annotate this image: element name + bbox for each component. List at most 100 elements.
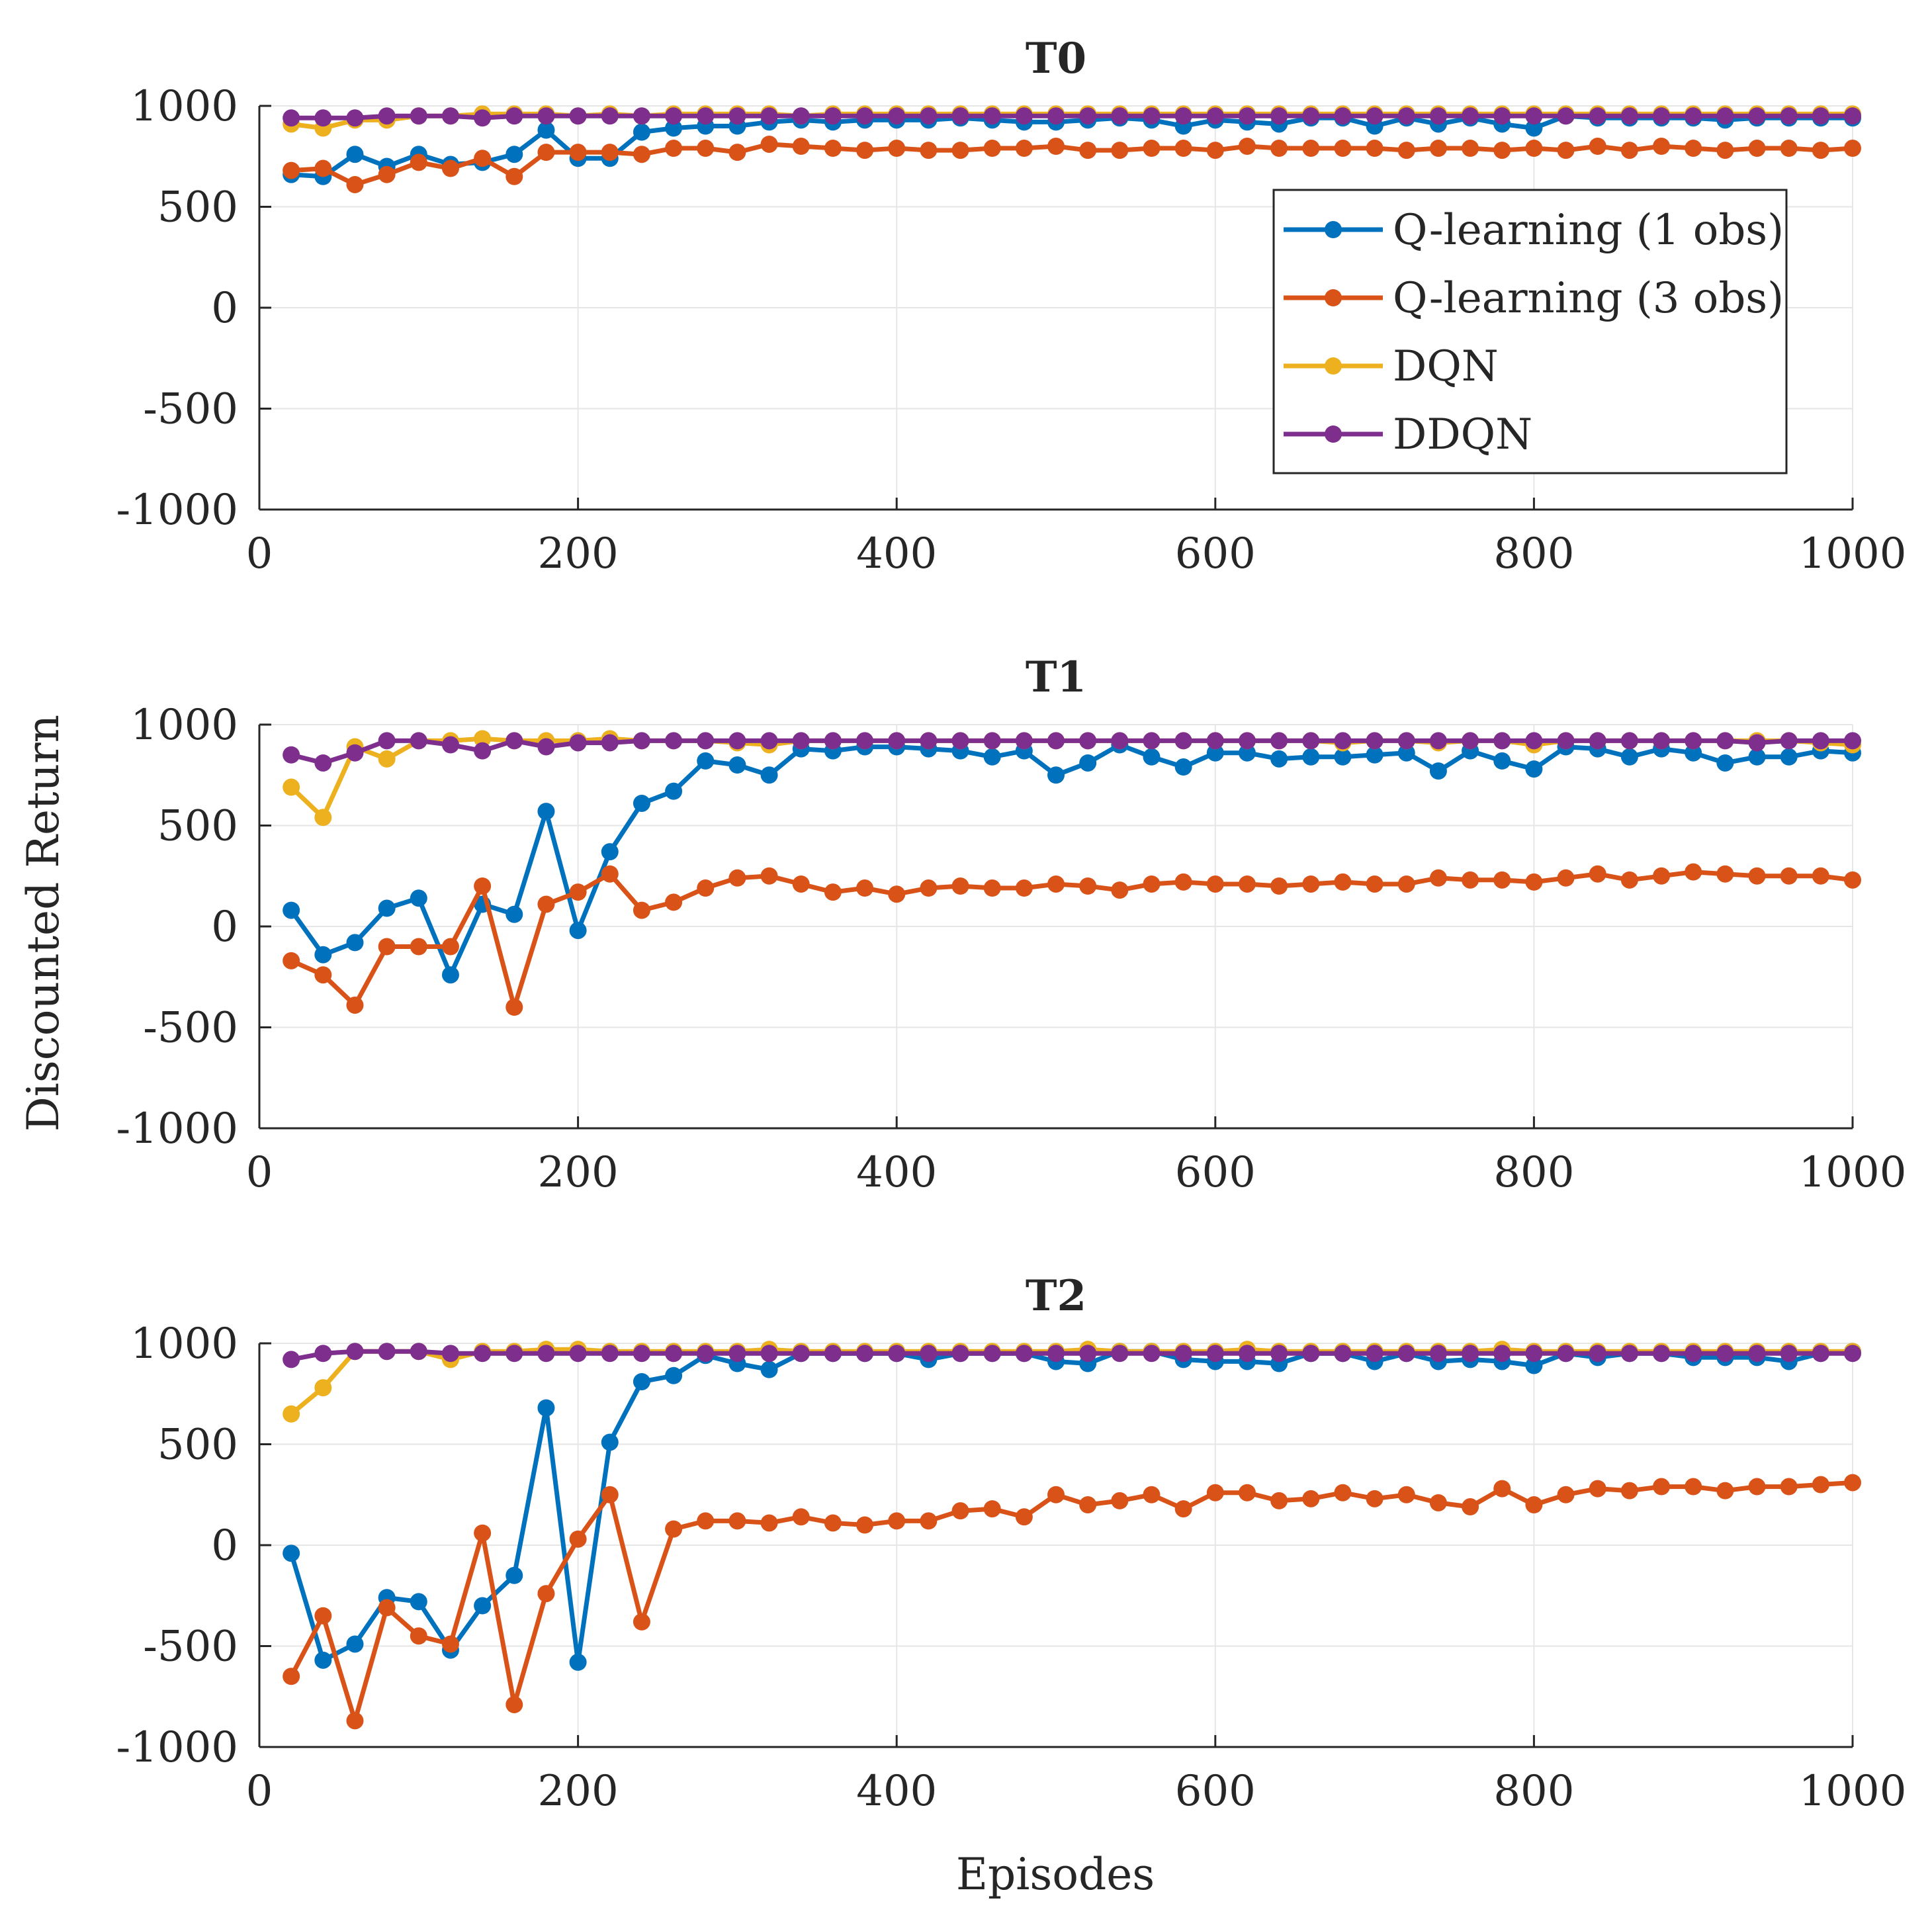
data-point — [441, 966, 459, 984]
data-point — [601, 1345, 619, 1363]
x-tick-label: 800 — [1493, 1148, 1574, 1197]
data-point — [1844, 1345, 1861, 1363]
data-point — [474, 150, 492, 167]
data-point — [1653, 1345, 1671, 1363]
data-point — [537, 1585, 555, 1603]
data-point — [474, 1524, 492, 1542]
data-point — [1462, 1498, 1479, 1516]
data-point — [283, 161, 300, 179]
data-point — [1525, 873, 1543, 891]
data-point — [505, 1345, 523, 1363]
data-point — [1143, 107, 1161, 125]
data-point — [1270, 732, 1288, 750]
data-point — [1716, 1345, 1734, 1363]
data-point — [1174, 873, 1192, 891]
legend-marker — [1325, 289, 1342, 306]
data-point — [983, 1345, 1001, 1363]
data-point — [1780, 107, 1798, 125]
data-point — [537, 107, 555, 125]
data-point — [314, 1607, 332, 1625]
series-q3 — [283, 863, 1861, 1016]
data-point — [1653, 867, 1671, 885]
data-point — [1334, 732, 1352, 750]
data-point — [1620, 142, 1638, 159]
legend-label: DQN — [1393, 342, 1499, 391]
data-point — [378, 1343, 396, 1361]
data-point — [920, 142, 938, 159]
data-point — [505, 167, 523, 185]
data-point — [760, 135, 778, 153]
data-point — [1653, 732, 1671, 750]
data-point — [474, 877, 492, 895]
data-point — [888, 1345, 906, 1363]
legend: Q-learning (1 obs) Q-learning (3 obs) DQN D… — [1272, 189, 1788, 474]
data-point — [1366, 1345, 1383, 1363]
data-point — [378, 107, 396, 125]
data-point — [1685, 1478, 1702, 1496]
y-tick-label: -500 — [143, 385, 238, 434]
data-point — [1366, 732, 1383, 750]
data-point — [474, 730, 492, 748]
data-point — [441, 736, 459, 754]
data-point — [283, 1544, 300, 1562]
data-point — [346, 934, 364, 952]
data-point — [1047, 766, 1065, 784]
data-point — [1174, 1345, 1192, 1363]
data-point — [856, 1516, 874, 1534]
data-point — [410, 732, 427, 750]
data-point — [1143, 875, 1161, 893]
data-point — [1557, 869, 1575, 887]
data-point — [665, 1366, 683, 1384]
data-point — [1493, 1480, 1511, 1498]
data-point — [824, 1514, 842, 1532]
data-point — [1844, 1474, 1861, 1492]
data-point — [760, 732, 778, 750]
y-tick-label: 0 — [211, 284, 238, 333]
data-point — [1143, 140, 1161, 157]
data-point — [314, 1379, 332, 1397]
data-point — [1525, 760, 1543, 778]
data-point — [378, 1599, 396, 1617]
data-point — [728, 732, 746, 750]
data-point — [1174, 140, 1192, 157]
data-point — [1429, 762, 1447, 780]
data-point — [314, 809, 332, 827]
data-point — [1844, 107, 1861, 125]
data-point — [888, 140, 906, 157]
x-tick-label: 0 — [246, 1767, 273, 1816]
data-point — [283, 778, 300, 796]
data-point — [888, 732, 906, 750]
data-point — [1525, 732, 1543, 750]
legend-entry: DQN — [1284, 342, 1499, 391]
data-point — [474, 1345, 492, 1363]
data-point — [1748, 1478, 1766, 1496]
data-point — [537, 738, 555, 756]
data-point — [474, 742, 492, 760]
x-tick-label: 600 — [1175, 529, 1256, 578]
data-point — [728, 869, 746, 887]
data-point — [1589, 1480, 1606, 1498]
data-point — [1780, 140, 1798, 157]
data-point — [792, 875, 810, 893]
legend-entry: Q-learning (1 obs) — [1284, 206, 1784, 255]
data-point — [665, 1345, 683, 1363]
data-point — [1525, 140, 1543, 157]
series-ddqn — [283, 732, 1861, 772]
data-point — [410, 1343, 427, 1361]
data-point — [633, 901, 650, 919]
data-point — [346, 109, 364, 127]
data-point — [601, 734, 619, 752]
legend-label: DDQN — [1393, 410, 1532, 459]
data-point — [1748, 734, 1766, 752]
data-point — [983, 140, 1001, 157]
data-point — [441, 159, 459, 177]
data-point — [1685, 1345, 1702, 1363]
data-point — [474, 1597, 492, 1615]
panel-title: T0 — [1026, 34, 1086, 83]
x-tick-label: 400 — [856, 1767, 937, 1816]
data-point — [505, 999, 523, 1016]
data-point — [1844, 871, 1861, 889]
data-point — [378, 899, 396, 917]
x-tick-label: 200 — [538, 529, 619, 578]
data-point — [346, 1712, 364, 1730]
